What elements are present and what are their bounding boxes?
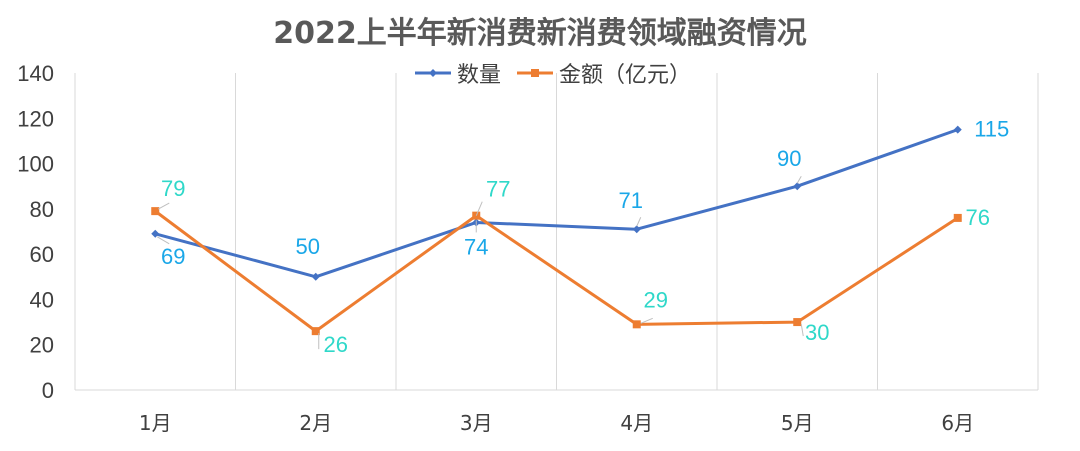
data-label: 26 — [324, 332, 348, 357]
data-label: 76 — [966, 205, 990, 230]
x-tick-label: 2月 — [299, 411, 332, 435]
legend-label-series-2: 金额（亿元） — [559, 63, 692, 88]
y-tick-label: 120 — [17, 106, 54, 131]
y-tick-label: 20 — [30, 333, 54, 358]
leader-line — [800, 323, 804, 337]
x-tick-label: 5月 — [781, 411, 814, 435]
data-point — [151, 207, 160, 216]
y-tick-label: 100 — [17, 152, 54, 177]
data-point — [311, 327, 320, 336]
x-tick-label: 1月 — [139, 411, 172, 435]
data-point — [311, 272, 320, 281]
y-tick-label: 40 — [30, 287, 54, 312]
data-point — [953, 125, 962, 134]
leader-line — [475, 201, 483, 216]
series-line-2 — [154, 209, 959, 333]
data-point — [632, 225, 641, 234]
leader-line — [158, 202, 170, 210]
x-tick-label: 6月 — [941, 411, 974, 435]
y-tick-label: 140 — [17, 61, 54, 86]
chart-title: 2022上半年新消费新消费领域融资情况 — [273, 16, 807, 51]
x-tick-label: 4月 — [620, 411, 653, 435]
legend-label-series-1: 数量 — [457, 63, 502, 88]
data-point — [151, 229, 160, 238]
leader-line — [636, 217, 642, 227]
data-label: 79 — [161, 176, 185, 201]
data-label: 74 — [464, 234, 488, 259]
data-label: 30 — [805, 320, 829, 345]
leader-line — [640, 317, 653, 324]
data-point — [632, 320, 641, 329]
data-label: 90 — [777, 146, 801, 171]
legend-item-series-1: 数量 — [413, 57, 501, 89]
data-label: 71 — [619, 188, 643, 213]
y-tick-label: 80 — [30, 197, 54, 222]
legend: 数量 金额（亿元） — [413, 57, 705, 89]
data-label: 69 — [161, 244, 185, 269]
data-label: 29 — [644, 287, 668, 312]
data-label: 77 — [486, 177, 510, 202]
leader-line — [796, 175, 802, 184]
legend-item-series-2: 金额（亿元） — [515, 57, 691, 89]
x-tick-label: 3月 — [460, 411, 493, 435]
data-point — [793, 318, 802, 327]
leader-line — [156, 236, 170, 245]
data-label: 115 — [974, 117, 1009, 142]
legend-swatch-series-2 — [517, 69, 554, 77]
y-tick-label: 60 — [30, 242, 54, 267]
data-point — [953, 213, 962, 222]
legend-swatch-series-1 — [415, 69, 451, 77]
data-point — [793, 182, 802, 191]
y-tick-label: 0 — [42, 378, 54, 403]
series-line-1 — [154, 128, 959, 279]
data-label: 50 — [296, 234, 320, 259]
